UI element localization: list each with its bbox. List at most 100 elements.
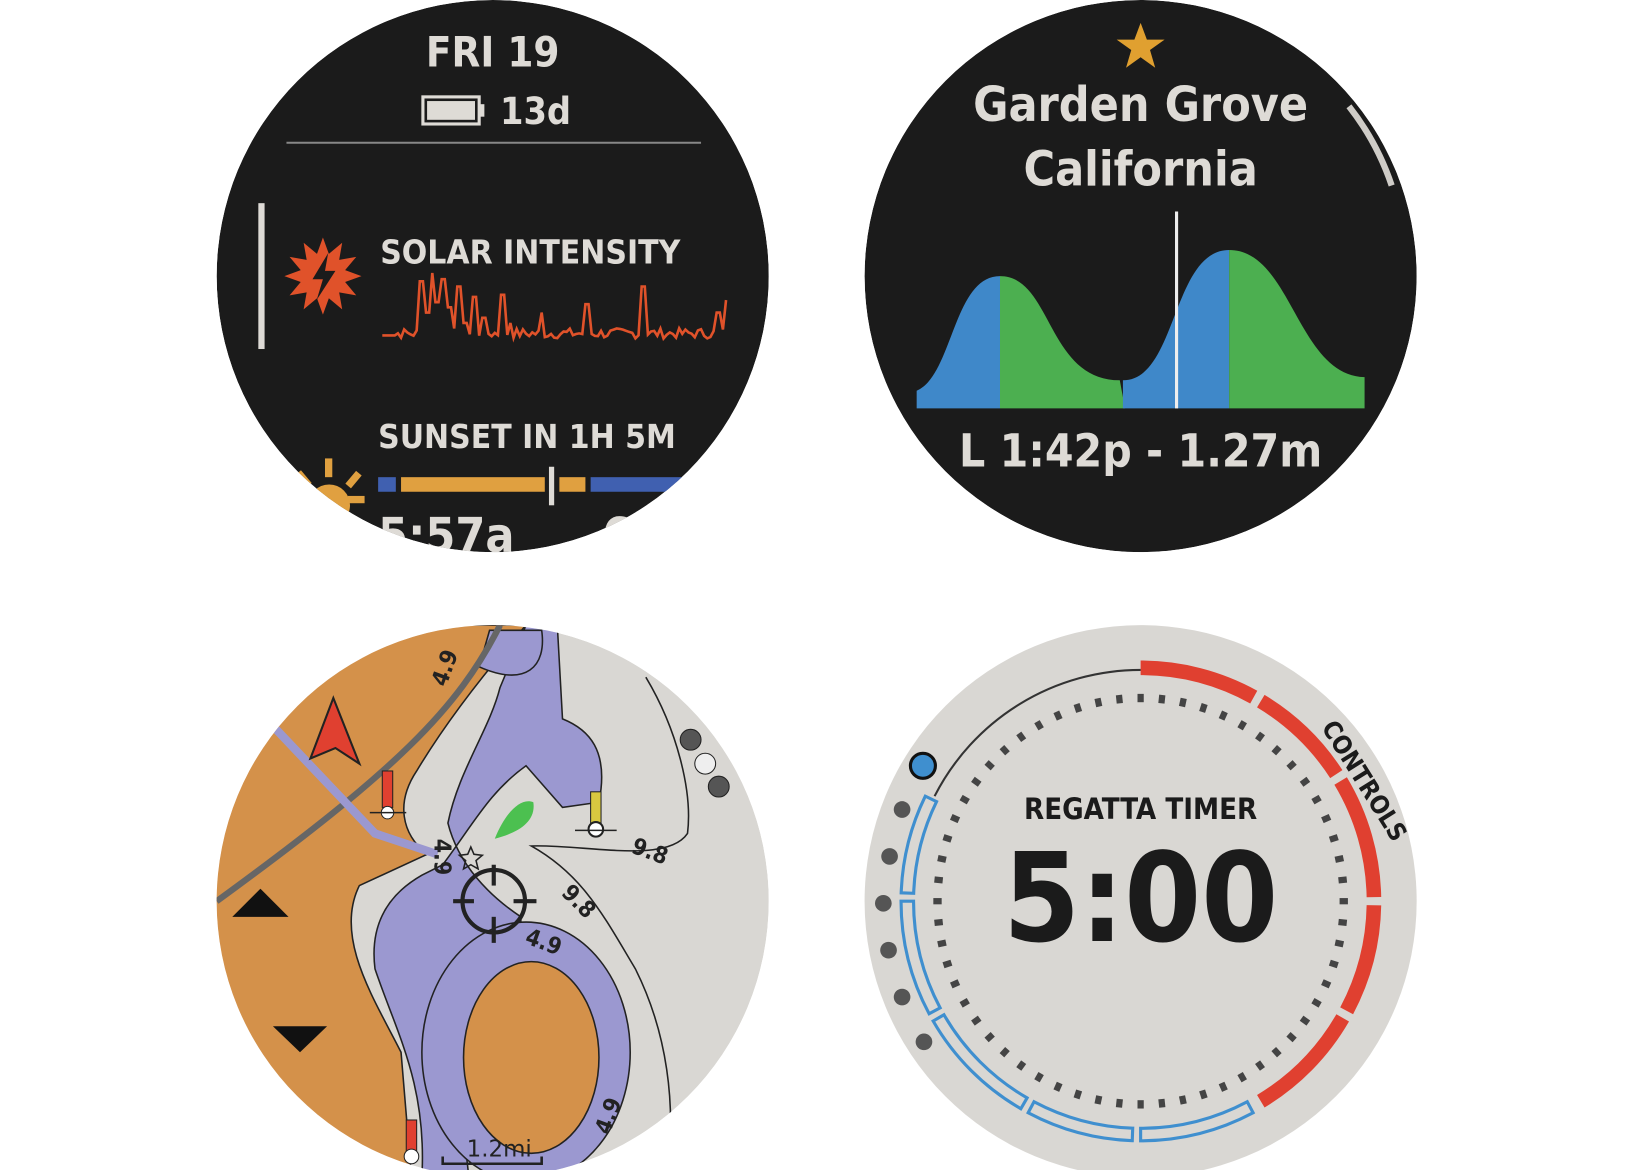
tide-info: L 1:42p - 1.27m bbox=[959, 424, 1322, 478]
tick-mark bbox=[1199, 1089, 1208, 1100]
timer-title: REGATTA TIMER bbox=[1024, 792, 1257, 826]
tick-mark bbox=[1321, 814, 1332, 824]
tick-mark bbox=[1299, 1015, 1311, 1026]
tides-face[interactable]: Garden Grove California L 1:42p - 1.27m bbox=[864, 0, 1417, 553]
tick-mark bbox=[1328, 834, 1339, 843]
daylight-bar bbox=[378, 466, 695, 506]
countdown-segment bbox=[1340, 905, 1382, 1015]
scroll-indicator bbox=[258, 203, 265, 350]
tick-mark bbox=[1034, 1071, 1044, 1083]
tick-mark bbox=[949, 814, 961, 824]
tick-mark bbox=[1073, 1089, 1083, 1100]
tick-mark bbox=[1158, 694, 1166, 704]
tick-mark bbox=[1328, 959, 1339, 969]
timer-value: 5:00 bbox=[1003, 827, 1278, 970]
tick-mark bbox=[1016, 731, 1027, 743]
current-time-marker bbox=[548, 466, 555, 506]
tick-mark bbox=[1311, 997, 1322, 1008]
island bbox=[462, 960, 600, 1155]
tick-mark bbox=[1016, 1060, 1027, 1071]
remaining-segment bbox=[1026, 1099, 1135, 1143]
green-marker bbox=[494, 801, 534, 839]
map-scale-bar bbox=[441, 1156, 543, 1166]
tick-mark bbox=[934, 876, 944, 884]
tick-mark bbox=[933, 898, 942, 905]
tick-mark bbox=[1271, 745, 1282, 756]
location-city: Garden Grove bbox=[973, 78, 1308, 133]
current-time-line bbox=[1175, 211, 1179, 409]
elapsed-arc bbox=[933, 668, 1141, 797]
tide-falling-1 bbox=[1000, 276, 1125, 409]
tick-mark bbox=[1115, 1098, 1123, 1108]
menu-dots bbox=[875, 801, 933, 1051]
tick-mark bbox=[1271, 1046, 1282, 1058]
map-scale-label: 1.2mi bbox=[467, 1136, 532, 1162]
tick-mark bbox=[1334, 939, 1345, 948]
tick-mark bbox=[1137, 693, 1144, 703]
tick-mark bbox=[1073, 703, 1083, 713]
sunrise-time: 5:57a bbox=[378, 509, 514, 564]
tick-mark bbox=[1094, 1095, 1103, 1105]
waypoint-star-icon bbox=[457, 845, 485, 871]
tick-mark bbox=[1286, 1032, 1297, 1043]
tide-falling-2 bbox=[1229, 250, 1365, 409]
tick-mark bbox=[999, 1046, 1010, 1058]
tick-mark bbox=[942, 834, 953, 843]
tick-mark bbox=[1321, 979, 1332, 989]
tick-mark bbox=[1053, 1081, 1063, 1092]
tick-mark bbox=[1158, 1098, 1166, 1108]
tick-mark bbox=[949, 979, 961, 989]
tick-mark bbox=[942, 959, 953, 969]
tick-mark bbox=[959, 794, 970, 805]
tide-rising-1 bbox=[916, 276, 1000, 409]
buoy-red-icon bbox=[403, 1119, 420, 1165]
tick-mark bbox=[1094, 697, 1103, 708]
position-arrow-icon bbox=[308, 695, 362, 767]
tick-mark bbox=[1334, 855, 1345, 863]
tick-mark bbox=[1218, 1081, 1228, 1092]
tick-mark bbox=[1199, 703, 1208, 713]
tick-mark bbox=[934, 918, 944, 926]
scroll-indicator bbox=[1346, 104, 1395, 187]
tick-mark bbox=[1115, 694, 1123, 704]
battery-days: 13d bbox=[500, 89, 571, 133]
zoom-out-icon[interactable] bbox=[272, 1026, 328, 1053]
tick-mark bbox=[1311, 794, 1322, 805]
shallow-water-north bbox=[478, 629, 544, 676]
tick-mark bbox=[1338, 876, 1348, 884]
page-dots-icon bbox=[679, 728, 730, 798]
marine-map-face[interactable]: 4.9 4.9 9.8 9.8 4.9 4.9 1.2mi bbox=[208, 625, 769, 1170]
depth-label: 4.9 bbox=[428, 839, 454, 876]
tick-mark bbox=[1237, 1071, 1247, 1083]
tick-mark bbox=[1255, 1060, 1265, 1071]
sunset-time: 6 bbox=[602, 509, 632, 564]
location-state: California bbox=[1023, 142, 1257, 197]
tick-mark bbox=[1218, 710, 1228, 721]
tick-mark bbox=[1034, 720, 1044, 731]
road bbox=[216, 625, 503, 904]
countdown-segment bbox=[1334, 777, 1382, 898]
tick-mark bbox=[1178, 1095, 1187, 1105]
tick-mark bbox=[999, 745, 1010, 756]
tick-mark bbox=[959, 997, 970, 1008]
remaining-segment bbox=[899, 794, 939, 895]
tick-mark bbox=[1339, 898, 1348, 905]
solar-intensity-label: SOLAR INTENSITY bbox=[380, 233, 681, 272]
tick-mark bbox=[1053, 710, 1063, 721]
solar-intensity-graph bbox=[382, 272, 728, 343]
selected-dot bbox=[908, 751, 937, 780]
tick-mark bbox=[1137, 1100, 1144, 1109]
daily-glance-face[interactable]: FRI 19 13d SOLAR INTENSITY SUNSET IN 1H … bbox=[216, 0, 769, 564]
zoom-in-icon[interactable] bbox=[232, 888, 289, 917]
date-text: FRI 19 bbox=[426, 28, 560, 77]
regatta-timer-face[interactable]: REGATTA TIMER 5:00 CONTROLS bbox=[864, 625, 1417, 1170]
tick-mark bbox=[1237, 720, 1247, 731]
remaining-segment bbox=[931, 1012, 1030, 1111]
countdown-segment bbox=[1140, 660, 1258, 704]
tick-mark bbox=[971, 776, 982, 787]
tick-mark bbox=[937, 855, 947, 863]
tick-mark bbox=[971, 1015, 982, 1026]
countdown-segment bbox=[1256, 694, 1343, 779]
tick-mark bbox=[984, 1032, 995, 1043]
